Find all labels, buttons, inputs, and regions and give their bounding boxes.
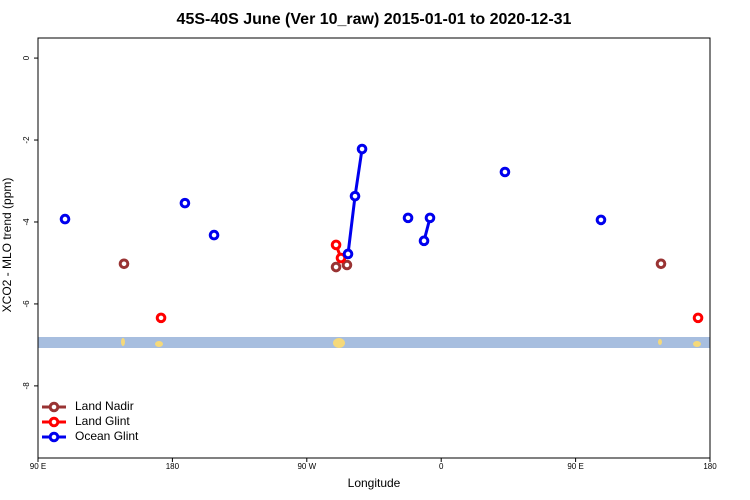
y-axis-label: XCO2 - MLO trend (ppm) — [0, 178, 14, 313]
point — [330, 261, 342, 273]
x-tick-label: 180 — [703, 462, 717, 471]
y-tick-label: -4 — [22, 218, 31, 226]
y-tick-label: 0 — [22, 55, 31, 60]
legend-label: Ocean Glint — [75, 429, 139, 443]
map-strip — [38, 337, 710, 348]
legend-marker — [48, 431, 60, 443]
point — [342, 248, 354, 260]
point — [402, 212, 414, 224]
plot-frame — [37, 37, 711, 459]
point — [655, 258, 667, 270]
point — [155, 312, 167, 324]
point — [418, 235, 430, 247]
legend-marker — [48, 401, 60, 413]
point — [349, 190, 361, 202]
point — [330, 239, 342, 251]
y-tick-label: -6 — [22, 300, 31, 308]
x-tick-label: 0 — [439, 462, 444, 471]
point — [424, 212, 436, 224]
point — [356, 143, 368, 155]
legend-label: Land Glint — [75, 414, 130, 428]
legend-label: Land Nadir — [75, 399, 134, 413]
x-tick-label: 90 E — [567, 462, 583, 471]
x-tick-label: 90 E — [30, 462, 46, 471]
point — [208, 229, 220, 241]
series-line — [346, 148, 364, 255]
x-axis-label: Longitude — [348, 476, 401, 490]
y-tick-label: -8 — [22, 382, 31, 390]
point — [341, 259, 353, 271]
x-tick-label: 90 W — [297, 462, 316, 471]
point — [692, 312, 704, 324]
point — [59, 213, 71, 225]
y-tick-label: -2 — [22, 136, 31, 144]
point — [595, 214, 607, 226]
point — [118, 258, 130, 270]
legend-marker — [48, 416, 60, 428]
x-tick-label: 180 — [166, 462, 180, 471]
chart-title: 45S-40S June (Ver 10_raw) 2015-01-01 to … — [177, 11, 572, 28]
point — [499, 166, 511, 178]
point — [179, 197, 191, 209]
